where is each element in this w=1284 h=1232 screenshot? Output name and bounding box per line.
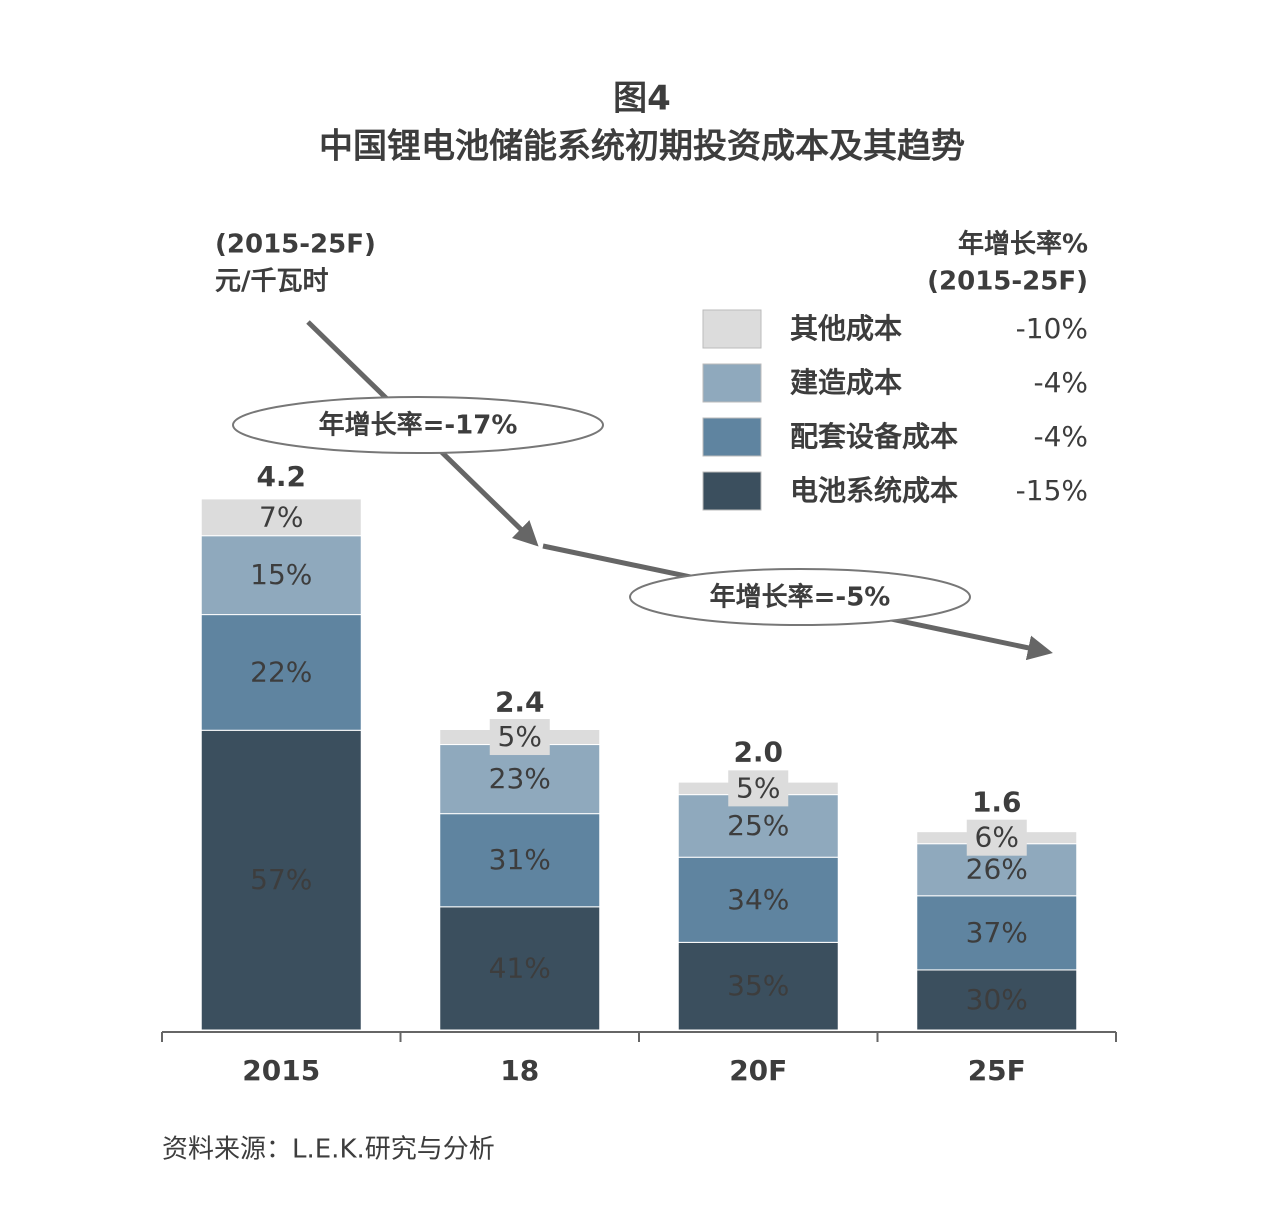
legend-swatch (702, 309, 762, 349)
data-label: 25% (727, 809, 789, 842)
data-label: 7% (259, 500, 303, 533)
data-label: 5% (736, 771, 780, 804)
legend-swatch (702, 417, 762, 457)
x-tick-label: 2015 (242, 1054, 320, 1087)
annotation-bubble (232, 396, 604, 454)
total-label: 1.6 (972, 786, 1022, 819)
data-label: 30% (966, 983, 1028, 1016)
legend-title: (2015-25F) (927, 267, 1088, 297)
data-label: 37% (966, 916, 1028, 949)
legend-growth: -10% (1016, 312, 1088, 345)
bar-segment (439, 744, 601, 815)
data-label: 5% (498, 720, 542, 753)
data-label: 41% (489, 951, 551, 984)
unit-label: 元/千瓦时 (215, 267, 329, 297)
bar-segment (200, 535, 362, 616)
bar-segment (200, 614, 362, 731)
legend-title: 年增长率% (958, 229, 1088, 260)
unit-label: (2015-25F) (215, 230, 376, 260)
label-background (489, 719, 550, 756)
source: 资料来源：L.E.K.研究与分析 (162, 1135, 495, 1165)
legend-swatch (702, 471, 762, 511)
bar-segment (916, 969, 1078, 1031)
annotation-bubble (629, 568, 971, 626)
data-label: 26% (966, 853, 1028, 886)
data-label: 57% (250, 863, 312, 896)
annotation: 年增长率=-5% (710, 582, 891, 613)
legend-growth: -4% (1033, 366, 1088, 399)
x-tick-label: 25F (968, 1054, 1026, 1087)
total-label: 2.0 (733, 736, 783, 769)
data-label: 31% (489, 843, 551, 876)
data-label: 22% (250, 655, 312, 688)
legend-growth: -15% (1016, 474, 1088, 507)
total-label: 2.4 (495, 686, 545, 719)
data-label: 15% (250, 558, 312, 591)
data-label: 6% (975, 821, 1019, 854)
label-background (728, 770, 789, 807)
bar-segment (200, 498, 362, 537)
legend-swatch (702, 363, 762, 403)
annotation: 年增长率=-17% (319, 410, 518, 441)
data-label: 35% (727, 969, 789, 1002)
legend-label: 建造成本 (790, 366, 902, 399)
x-tick-label: 20F (729, 1054, 787, 1087)
legend-label: 配套设备成本 (790, 420, 958, 453)
chart-title: 图4 (613, 79, 671, 119)
x-tick-label: 18 (500, 1054, 539, 1087)
bar-segment (677, 856, 839, 943)
data-label: 23% (489, 762, 551, 795)
bar-segment (916, 895, 1078, 971)
data-label: 34% (727, 883, 789, 916)
legend-growth: -4% (1033, 420, 1088, 453)
legend-label: 其他成本 (790, 312, 902, 345)
label-background (966, 819, 1027, 856)
chart-subtitle: 中国锂电池储能系统初期投资成本及其趋势 (319, 127, 965, 167)
legend-label: 电池系统成本 (790, 474, 958, 507)
bar-segment (677, 941, 839, 1031)
total-label: 4.2 (256, 460, 306, 493)
bar-segment (439, 813, 601, 908)
bar-segment (439, 906, 601, 1031)
bar-segment (200, 729, 362, 1031)
